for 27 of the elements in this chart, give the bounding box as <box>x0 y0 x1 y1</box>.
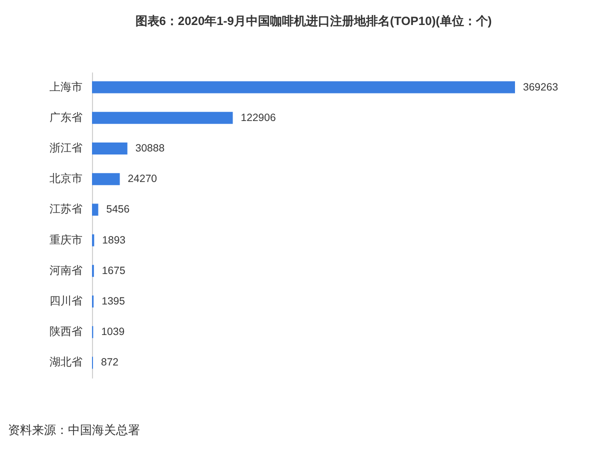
chart-title: 图表6：2020年1-9月中国咖啡机进口注册地排名(TOP10)(单位：个) <box>135 14 492 28</box>
data-label: 1395 <box>102 296 126 308</box>
y-tick-label: 陕西省 <box>50 325 82 338</box>
bar <box>92 112 233 124</box>
y-tick-label: 四川省 <box>50 294 82 308</box>
data-label: 30888 <box>135 142 165 154</box>
data-label: 122906 <box>240 112 276 124</box>
y-tick-label: 重庆市 <box>50 233 82 246</box>
data-label: 872 <box>101 356 119 369</box>
text: 资料来源：中国海关总署 <box>8 423 140 437</box>
data-label: 369263 <box>523 81 558 94</box>
y-tick-label: 广东省 <box>50 110 82 124</box>
data-label: 1039 <box>101 326 125 338</box>
y-tick-label: 河南省 <box>50 264 82 277</box>
bar <box>92 81 515 94</box>
bar <box>92 204 98 216</box>
bar <box>92 142 128 154</box>
data-label: 5456 <box>106 204 130 216</box>
y-tick-label: 湖北省 <box>50 356 82 369</box>
data-label: 1675 <box>102 264 126 277</box>
y-tick-label: 上海市 <box>50 80 82 94</box>
y-tick-label: 浙江省 <box>50 142 82 154</box>
data-label: 1893 <box>102 234 126 246</box>
bar <box>92 173 120 186</box>
y-tick-label: 江苏省 <box>50 202 82 216</box>
data-label: 24270 <box>128 173 158 186</box>
y-tick-label: 北京市 <box>50 172 82 186</box>
